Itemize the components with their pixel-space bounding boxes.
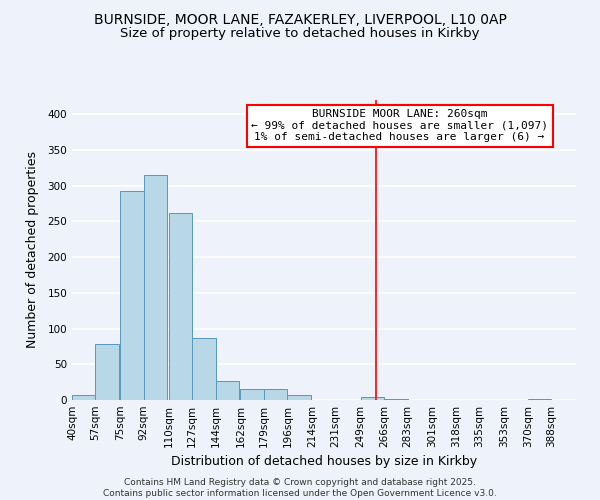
Bar [72, 395, 95, 400]
Y-axis label: Number of detached properties: Number of detached properties [26, 152, 39, 348]
Text: Size of property relative to detached houses in Kirkby: Size of property relative to detached ho… [120, 28, 480, 40]
Bar [144, 175, 167, 400]
Bar [361, 397, 384, 400]
Bar [169, 213, 192, 400]
Text: BURNSIDE MOOR LANE: 260sqm
← 99% of detached houses are smaller (1,097)
1% of se: BURNSIDE MOOR LANE: 260sqm ← 99% of deta… [251, 109, 548, 142]
Bar [287, 395, 311, 400]
Bar [95, 344, 119, 400]
Bar [215, 380, 239, 400]
Bar [264, 390, 287, 400]
Text: Contains HM Land Registry data © Crown copyright and database right 2025.
Contai: Contains HM Land Registry data © Crown c… [103, 478, 497, 498]
X-axis label: Distribution of detached houses by size in Kirkby: Distribution of detached houses by size … [171, 456, 477, 468]
Bar [241, 390, 264, 400]
Text: BURNSIDE, MOOR LANE, FAZAKERLEY, LIVERPOOL, L10 0AP: BURNSIDE, MOOR LANE, FAZAKERLEY, LIVERPO… [94, 12, 506, 26]
Bar [192, 338, 215, 400]
Bar [121, 192, 144, 400]
